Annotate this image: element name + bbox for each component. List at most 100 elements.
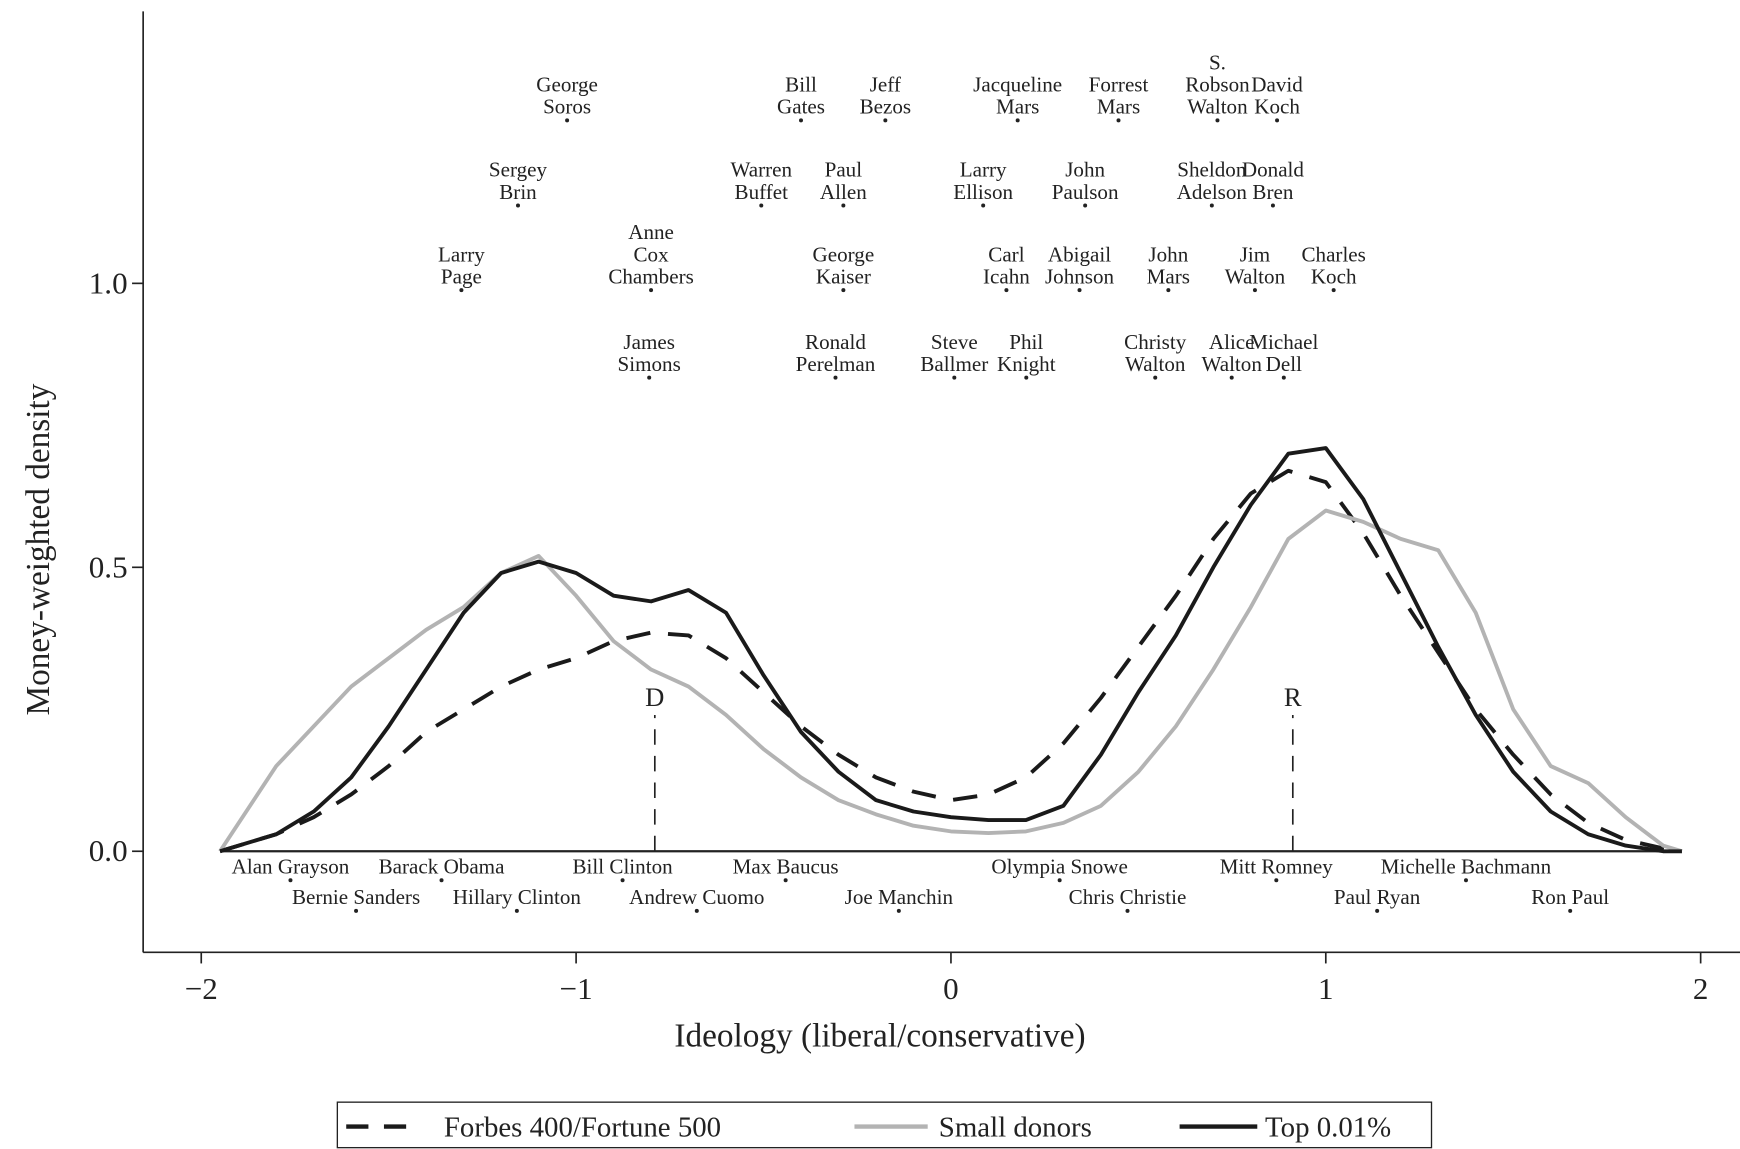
point <box>1153 375 1158 380</box>
x-tick-label: 1 <box>1318 971 1334 1006</box>
legend-label: Small donors <box>939 1112 1092 1144</box>
point-label: Chambers <box>608 265 693 289</box>
y-tick-label: 0.5 <box>89 549 128 584</box>
point <box>647 375 652 380</box>
point <box>565 118 570 123</box>
point-label: Johnson <box>1045 265 1115 289</box>
point-label: Jacqueline <box>973 73 1062 97</box>
point-label: Donald <box>1242 158 1305 182</box>
point <box>981 203 986 208</box>
point <box>459 288 464 293</box>
point-label: Paulson <box>1052 180 1119 204</box>
point-label: Alice <box>1209 330 1255 354</box>
point-label: Alan Grayson <box>232 855 350 879</box>
point-label: Michael <box>1249 330 1318 354</box>
point-label: Ronald <box>805 330 866 354</box>
point-label: Page <box>441 265 482 289</box>
point-label: Mars <box>996 95 1039 119</box>
point-label: Simons <box>618 352 681 376</box>
point <box>759 203 764 208</box>
legend-box <box>336 1101 1433 1149</box>
point <box>354 908 359 913</box>
point-label: Perelman <box>796 352 876 376</box>
x-tick-label: 2 <box>1693 971 1709 1006</box>
point-label: Sheldon <box>1177 158 1247 182</box>
point-label: Christy <box>1124 330 1187 354</box>
point-label: Ballmer <box>920 352 988 376</box>
point <box>883 118 888 123</box>
point-label: Jeff <box>870 73 902 97</box>
point-label: Brin <box>499 180 537 204</box>
point-label: Andrew Cuomo <box>629 885 764 909</box>
point <box>833 375 838 380</box>
point-label: Charles <box>1301 242 1365 266</box>
point-label: David <box>1251 73 1303 97</box>
point <box>514 908 519 913</box>
point <box>1274 878 1279 883</box>
point <box>896 908 901 913</box>
point-label: Abigail <box>1048 242 1111 266</box>
point <box>841 203 846 208</box>
point <box>1375 908 1380 913</box>
point-label: Paul <box>825 158 863 182</box>
point <box>694 908 699 913</box>
y-tick-label: 0.0 <box>89 833 128 868</box>
point-label: George <box>813 242 875 266</box>
point <box>783 878 788 883</box>
point-label: Larry <box>438 242 485 266</box>
point <box>1209 203 1214 208</box>
point-label: Cox <box>633 242 669 266</box>
point-label: Walton <box>1125 352 1186 376</box>
point <box>1116 118 1121 123</box>
point-label: Sergey <box>489 158 548 182</box>
point-label: Paul Ryan <box>1334 885 1421 909</box>
point-label: Walton <box>1225 265 1286 289</box>
point <box>952 375 957 380</box>
point-label: Steve <box>931 330 978 354</box>
point-label: Ron Paul <box>1531 885 1609 909</box>
x-tick-label: 0 <box>943 971 959 1006</box>
point-label: Barack Obama <box>379 855 505 879</box>
point-label: Joe Manchin <box>845 885 954 909</box>
point <box>1568 908 1573 913</box>
point <box>1024 375 1029 380</box>
point-label: S. <box>1209 50 1226 74</box>
density-line <box>219 468 1683 854</box>
point-label: Chris Christie <box>1069 885 1187 909</box>
y-tick-label: 1.0 <box>89 265 128 300</box>
point-label: Walton <box>1187 95 1248 119</box>
point-label: Allen <box>820 180 867 204</box>
point-label: John <box>1065 158 1105 182</box>
point-label: Icahn <box>983 265 1030 289</box>
point <box>1057 878 1062 883</box>
point-label: Adelson <box>1177 180 1248 204</box>
point-label: Michelle Bachmann <box>1381 855 1552 879</box>
point-label: Ellison <box>953 180 1013 204</box>
point-label: Anne <box>628 220 674 244</box>
point-label: Bezos <box>860 95 912 119</box>
point <box>1125 908 1130 913</box>
point-label: Forrest <box>1089 73 1149 97</box>
x-axis-label: Ideology (liberal/conservative) <box>674 1018 1085 1055</box>
point-label: Robson <box>1185 73 1250 97</box>
point-label: Bill <box>785 73 817 97</box>
density-line <box>219 446 1682 854</box>
density-line <box>218 508 1683 854</box>
point-label: George <box>536 73 598 97</box>
legend-label: Forbes 400/Fortune 500 <box>444 1112 721 1144</box>
point-label: Mitt Romney <box>1220 855 1333 879</box>
point-label: Olympia Snowe <box>991 855 1127 879</box>
point <box>516 203 520 208</box>
point <box>649 288 654 293</box>
point <box>620 878 625 883</box>
point <box>1229 375 1234 380</box>
party-mean-label: R <box>1284 682 1302 712</box>
point-label: Buffet <box>735 180 789 204</box>
point <box>288 878 293 883</box>
point <box>1015 118 1020 123</box>
point-label: Warren <box>731 158 793 182</box>
point-label: Larry <box>960 158 1007 182</box>
point <box>1083 203 1088 208</box>
point <box>1281 375 1286 380</box>
